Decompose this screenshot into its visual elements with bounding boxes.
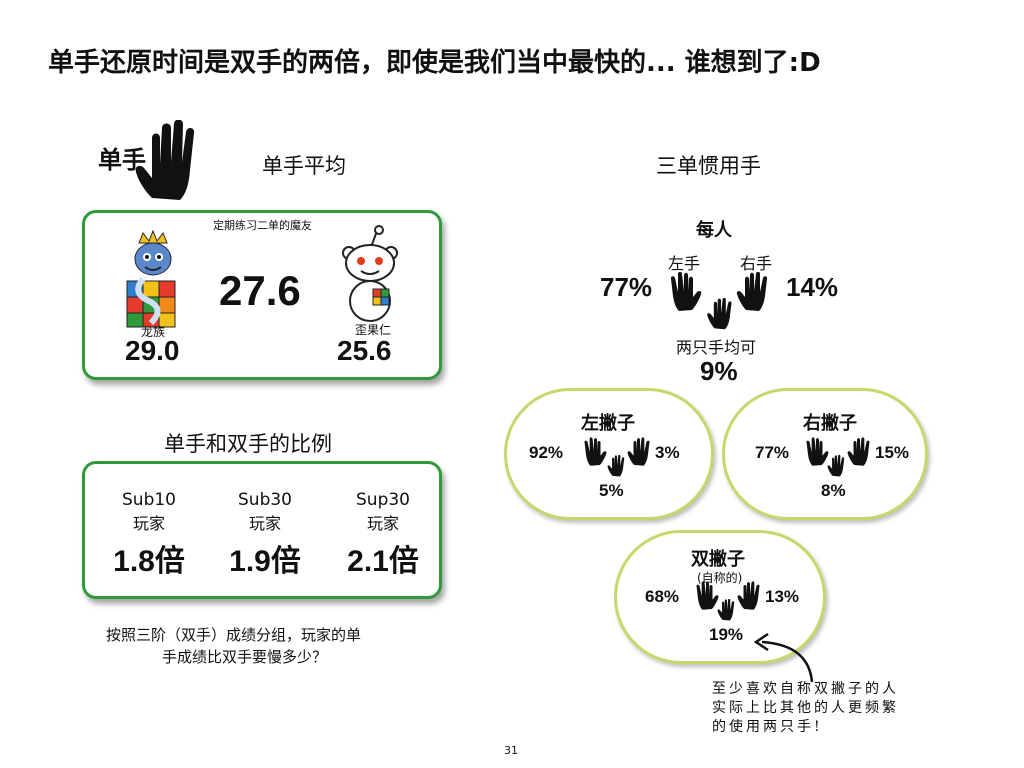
annotation-line2: 实际上比其他的人更频繁: [712, 700, 899, 716]
righty-both-pct: 8%: [821, 481, 846, 500]
per-person-left-pct: 77%: [600, 272, 653, 302]
ambi-subtitle: (自称的): [697, 571, 743, 585]
annotation-line3: 的使用两只手!: [712, 719, 823, 735]
average-value: 27.6: [219, 267, 301, 314]
ratio-group-label: Sub30: [238, 490, 292, 510]
ambi-title: 双撇子: [691, 549, 745, 569]
left-hand-icon: [806, 437, 829, 466]
both-hands-icon: [707, 298, 732, 330]
left-hand-icon: [670, 272, 702, 311]
right-hand-icon: [736, 272, 768, 311]
ratio-group-sub: 玩家: [248, 514, 281, 533]
average-card-caption: 定期练习二单的魔友: [213, 219, 312, 232]
ambi-group: 双撇子 (自称的) 68% 13% 19%: [614, 530, 826, 664]
alien-time: 25.6: [337, 335, 392, 366]
right-hand-label: 右手: [740, 254, 773, 273]
ratio-group-sub: 玩家: [132, 514, 165, 533]
ratio-card: Sub10 玩家 1.8倍 Sub30 玩家 1.9倍 Sup30 玩家 2.1…: [82, 461, 442, 599]
left-hand-icon: [584, 437, 607, 466]
page-number: 31: [504, 744, 518, 757]
ratio-group-label: Sub10: [122, 490, 176, 510]
ambi-both-pct: 19%: [709, 625, 744, 644]
dragon-time: 29.0: [125, 335, 180, 366]
lefty-left-pct: 92%: [529, 443, 564, 462]
per-person-right-pct: 14%: [786, 272, 839, 302]
dragon-name: 龙族: [141, 325, 166, 339]
both-hands-icon: [607, 455, 625, 477]
alien-avatar: [342, 225, 398, 322]
handedness-heading: 三单惯用手: [656, 154, 761, 178]
ratio-group-value: 1.8倍: [113, 545, 185, 578]
one-hand-icon: [135, 120, 195, 200]
one-hand-average-heading: 单手平均: [262, 154, 346, 178]
ratio-group-sub10: Sub10 玩家 1.8倍: [99, 490, 199, 580]
alien-name: 歪果仁: [355, 323, 392, 337]
right-hand-icon: [847, 437, 870, 466]
dragon-avatar: [126, 229, 176, 328]
right-hand-icon: [737, 581, 760, 610]
ambi-right-pct: 13%: [765, 587, 800, 606]
ratio-group-label: Sup30: [356, 490, 410, 510]
righty-right-pct: 15%: [875, 443, 910, 462]
righty-group: 右撇子 77% 15% 8%: [722, 388, 928, 520]
left-hand-label: 左手: [668, 254, 701, 273]
both-hands-icon: [717, 599, 735, 621]
per-person-label: 每人: [696, 220, 732, 240]
page-title: 单手还原时间是双手的两倍，即使是我们当中最快的... 谁想到了:D: [48, 48, 821, 78]
ratio-group-sub: 玩家: [366, 514, 399, 533]
righty-left-pct: 77%: [755, 443, 790, 462]
ratio-heading: 单手和双手的比例: [164, 432, 332, 456]
ratio-note-line1: 按照三阶（双手）成绩分组，玩家的单: [106, 626, 362, 644]
ambi-left-pct: 68%: [645, 587, 680, 606]
ratio-note-line2: 手成绩比双手要慢多少？: [162, 648, 328, 666]
both-hands-icon: [827, 455, 845, 477]
lefty-both-pct: 5%: [599, 481, 624, 500]
ratio-group-sub30: Sub30 玩家 1.9倍: [215, 490, 315, 580]
per-person-both-pct: 9%: [700, 356, 738, 386]
lefty-group: 左撇子 92% 3% 5%: [504, 388, 714, 520]
lefty-title: 左撇子: [581, 413, 635, 433]
ratio-group-value: 1.9倍: [229, 545, 301, 578]
average-card: 定期练习二单的魔友 27.6 龙族 29.0 歪果仁 25.6: [82, 210, 442, 380]
both-hands-label: 两只手均可: [676, 338, 757, 357]
left-hand-icon: [696, 581, 719, 610]
ratio-group-value: 2.1倍: [347, 545, 419, 578]
right-hand-icon: [627, 437, 650, 466]
annotation-arrow-icon: [753, 632, 814, 683]
righty-title: 右撇子: [803, 413, 857, 433]
lefty-right-pct: 3%: [655, 443, 680, 462]
ratio-group-sup30: Sup30 玩家 2.1倍: [333, 490, 433, 580]
annotation-line1: 至少喜欢自称双撇子的人: [712, 681, 899, 697]
